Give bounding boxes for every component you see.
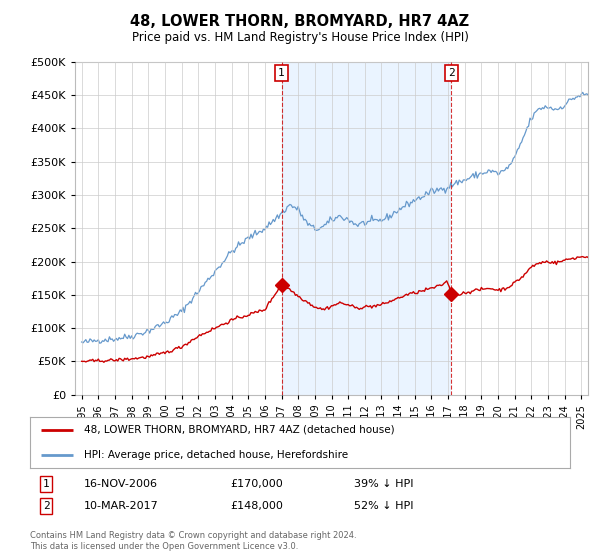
Text: HPI: Average price, detached house, Herefordshire: HPI: Average price, detached house, Here… (84, 450, 348, 460)
Text: Price paid vs. HM Land Registry's House Price Index (HPI): Price paid vs. HM Land Registry's House … (131, 31, 469, 44)
Text: £170,000: £170,000 (230, 479, 283, 489)
Text: 16-NOV-2006: 16-NOV-2006 (84, 479, 158, 489)
Text: 2: 2 (43, 501, 50, 511)
Text: 2: 2 (448, 68, 455, 78)
Text: £148,000: £148,000 (230, 501, 283, 511)
Bar (281, 62, 451, 395)
Text: 39% ↓ HPI: 39% ↓ HPI (354, 479, 413, 489)
Text: Contains HM Land Registry data © Crown copyright and database right 2024.
This d: Contains HM Land Registry data © Crown c… (30, 531, 356, 551)
Text: 10-MAR-2017: 10-MAR-2017 (84, 501, 159, 511)
Text: 52% ↓ HPI: 52% ↓ HPI (354, 501, 413, 511)
Text: 1: 1 (278, 68, 285, 78)
Text: 1: 1 (43, 479, 50, 489)
Text: 48, LOWER THORN, BROMYARD, HR7 4AZ (detached house): 48, LOWER THORN, BROMYARD, HR7 4AZ (deta… (84, 425, 395, 435)
Text: 48, LOWER THORN, BROMYARD, HR7 4AZ: 48, LOWER THORN, BROMYARD, HR7 4AZ (130, 14, 470, 29)
